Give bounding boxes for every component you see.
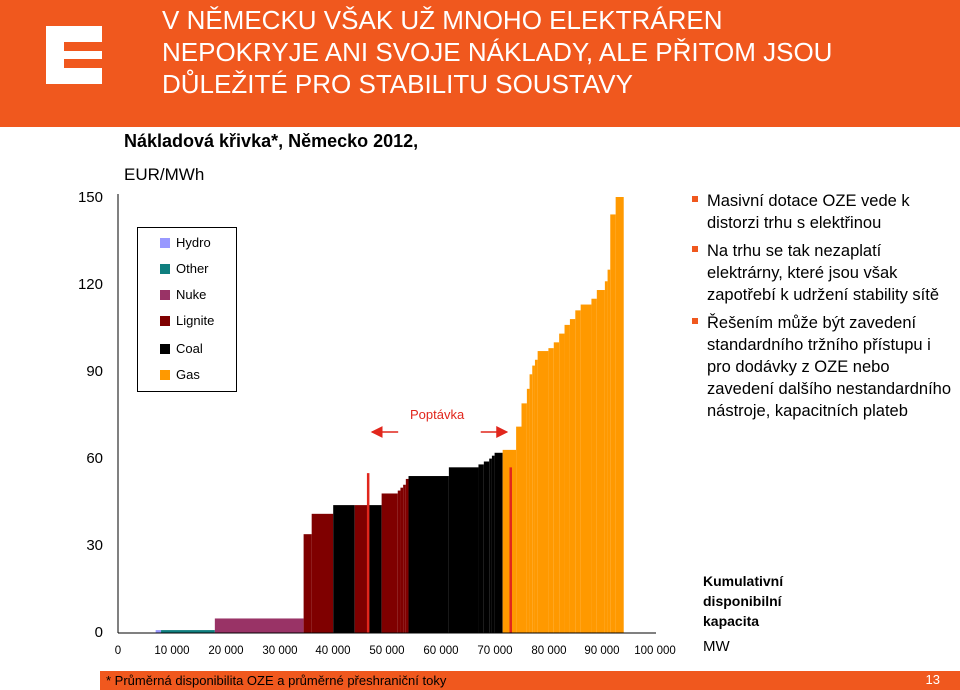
cost-step-lignite (311, 513, 334, 633)
y-tick-label: 30 (86, 537, 103, 554)
cost-step-gas (548, 348, 554, 633)
x-axis-label-line: disponibilní (703, 593, 782, 609)
cost-step-gas (607, 269, 611, 633)
cost-step-other (161, 630, 215, 633)
x-tick-label: 70 000 (477, 645, 513, 657)
cost-step-lignite (405, 478, 409, 633)
cost-step-coal (448, 467, 479, 633)
cost-step-gas (569, 319, 576, 633)
page-number: 13 (925, 672, 940, 687)
cost-step-coal (368, 505, 382, 633)
bullet-item: Na trhu se tak nezaplatí elektrárny, kte… (690, 240, 952, 306)
cost-step-gas (516, 426, 522, 633)
y-tick-label: 90 (86, 363, 103, 380)
x-tick-label: 0 (114, 645, 122, 657)
cez-logo-icon (46, 26, 102, 84)
title-line-1: V NĚMECKU VŠAK UŽ MNOHO ELEKTRÁREN (162, 5, 723, 35)
x-tick-label: 100 000 (634, 645, 676, 657)
legend-swatch (160, 344, 170, 354)
cost-step-nuke (214, 618, 304, 633)
y-tick-label: 0 (94, 624, 103, 641)
cost-step-gas (521, 403, 527, 633)
cost-step-gas (580, 304, 592, 633)
cost-step-hydro (155, 630, 162, 633)
cost-step-gas (615, 197, 624, 633)
bullet-square-icon (692, 318, 698, 324)
x-tick-label: 50 000 (369, 645, 405, 657)
bullet-text: Řešením může být zavedení standardního t… (707, 314, 952, 420)
cost-step-gas (502, 449, 517, 633)
cost-step-lignite (397, 490, 401, 633)
cost-step-coal (333, 505, 355, 633)
cost-step-lignite (400, 487, 404, 633)
cost-step-gas (534, 359, 538, 633)
legend-label: Lignite (176, 313, 215, 328)
legend-swatch (160, 238, 170, 248)
cost-step-gas (610, 214, 616, 633)
y-axis-label: EUR/MWh (124, 165, 205, 184)
chart-legend: Hydro Other Nuke Lignite Coal Gas (137, 227, 237, 392)
x-axis-label: Kumulativní disponibilní kapacita (703, 571, 823, 631)
cost-step-gas (529, 374, 533, 633)
x-tick-label: 80 000 (531, 645, 567, 657)
cost-step-coal (483, 461, 490, 633)
chart-title: Nákladová křivka*, Německo 2012, (124, 131, 419, 151)
footer-bar: * Průměrná disponibilita OZE a průměrné … (100, 671, 960, 690)
x-axis-unit: MW (703, 638, 730, 655)
x-tick-label: 30 000 (262, 645, 298, 657)
legend-label: Other (176, 261, 209, 276)
legend-label: Gas (176, 367, 200, 382)
y-tick-label: 60 (86, 450, 103, 467)
bullet-square-icon (692, 196, 698, 202)
cost-step-coal (491, 455, 495, 633)
cost-step-lignite (381, 493, 398, 633)
cost-step-gas (575, 310, 581, 633)
demand-label: Poptávka (410, 407, 465, 422)
bullet-item: Masivní dotace OZE vede k distorzi trhu … (690, 190, 952, 234)
bullet-list: Masivní dotace OZE vede k distorzi trhu … (690, 190, 952, 428)
legend-swatch (160, 264, 170, 274)
bullet-text: Masivní dotace OZE vede k distorzi trhu … (707, 192, 910, 232)
cost-step-gas (553, 342, 560, 633)
bullet-item: Řešením může být zavedení standardního t… (690, 312, 952, 422)
legend-swatch (160, 316, 170, 326)
cost-step-lignite (354, 505, 369, 633)
cost-step-gas (526, 388, 530, 633)
page-title: V NĚMECKU VŠAK UŽ MNOHO ELEKTRÁREN NEPOK… (162, 4, 942, 100)
cost-step-gas (564, 324, 570, 633)
y-tick-label: 120 (77, 276, 103, 293)
header-bar: V NĚMECKU VŠAK UŽ MNOHO ELEKTRÁREN NEPOK… (0, 0, 960, 127)
bullet-text: Na trhu se tak nezaplatí elektrárny, kte… (707, 242, 940, 304)
y-tick-label: 150 (77, 189, 103, 206)
legend-label: Coal (176, 341, 203, 356)
footnote: * Průměrná disponibilita OZE a průměrné … (106, 673, 447, 688)
x-tick-label: 60 000 (423, 645, 459, 657)
title-line-3: DŮLEŽITÉ PRO STABILITU SOUSTAVY (162, 69, 633, 99)
bullet-square-icon (692, 246, 698, 252)
cost-step-gas (537, 351, 549, 633)
cost-step-lignite (403, 484, 406, 633)
cost-step-coal (494, 452, 503, 633)
legend-label: Hydro (176, 235, 211, 250)
cost-step-coal (489, 458, 492, 633)
x-tick-label: 90 000 (584, 645, 620, 657)
cost-step-gas (604, 281, 608, 633)
legend-swatch (160, 290, 170, 300)
x-tick-label: 10 000 (154, 645, 190, 657)
x-tick-label: 40 000 (315, 645, 351, 657)
legend-swatch (160, 370, 170, 380)
legend-label: Nuke (176, 287, 207, 302)
cost-step-lignite (303, 534, 312, 633)
title-line-2: NEPOKRYJE ANI SVOJE NÁKLADY, ALE PŘITOM … (162, 37, 833, 67)
cost-step-gas (596, 290, 605, 633)
cost-step-gas (559, 333, 565, 633)
x-tick-label: 20 000 (208, 645, 244, 657)
x-axis-label-line: Kumulativní (703, 573, 784, 589)
x-axis-label-line: kapacita (703, 613, 760, 629)
cost-step-coal (408, 476, 449, 633)
cost-step-gas (591, 298, 597, 633)
cost-step-coal (478, 464, 484, 633)
cost-step-gas (532, 365, 535, 633)
